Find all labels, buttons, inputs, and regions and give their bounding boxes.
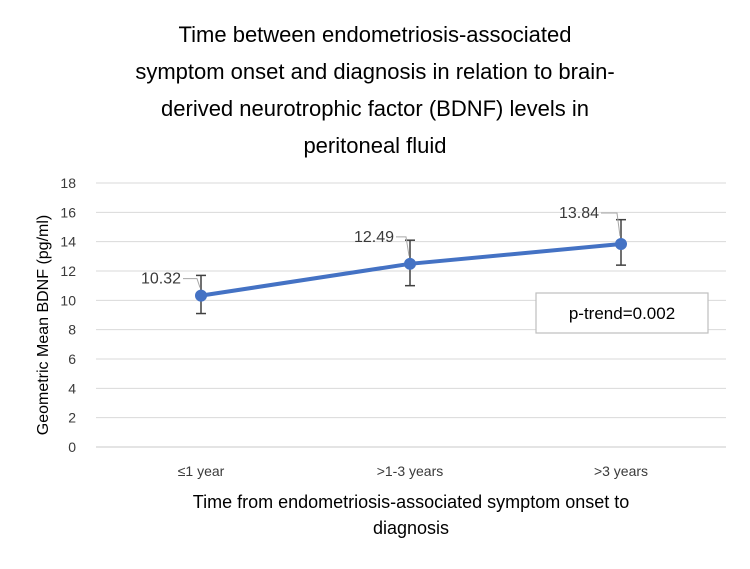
- y-axis-ticks: 0 2 4 6 8 10 12 14 16 18: [60, 175, 76, 455]
- data-label-text: 13.84: [559, 205, 599, 222]
- series-line: [199, 242, 623, 298]
- y-axis-title: Geometric Mean BDNF (pg/ml): [35, 215, 52, 436]
- chart-title: Time between endometriosis-associated sym…: [135, 22, 614, 158]
- y-axis-label: Geometric Mean BDNF (pg/ml): [35, 215, 52, 436]
- chart-title-line: peritoneal fluid: [303, 133, 446, 158]
- data-point: [615, 238, 627, 251]
- series-polyline: [199, 242, 623, 298]
- y-tick-label: 8: [68, 322, 76, 338]
- data-labels: 10.32 12.49 13.84: [141, 205, 621, 288]
- y-tick-label: 14: [60, 234, 76, 250]
- data-label: 13.84: [559, 205, 621, 237]
- data-label-leader: [183, 278, 201, 288]
- x-tick-label: ≤1 year: [178, 463, 225, 479]
- data-point: [195, 289, 207, 302]
- data-label-leader: [601, 212, 621, 237]
- x-axis-title-line: Time from endometriosis-associated sympt…: [193, 492, 630, 512]
- x-axis-title-line: diagnosis: [373, 518, 449, 538]
- y-tick-label: 0: [68, 439, 76, 455]
- p-trend-box: [535, 292, 709, 334]
- chart-title-line: derived neurotrophic factor (BDNF) level…: [161, 96, 589, 121]
- data-points: [195, 238, 627, 302]
- y-tick-label: 18: [60, 175, 76, 191]
- data-label-text: 10.32: [141, 271, 181, 288]
- data-label: 10.32: [141, 271, 201, 288]
- x-axis-label: Time from endometriosis-associated sympt…: [193, 492, 630, 538]
- data-point: [404, 257, 416, 270]
- p-trend-text: p-trend=0.002: [569, 304, 675, 323]
- y-tick-label: 12: [60, 263, 76, 279]
- data-label-text: 12.49: [354, 229, 394, 246]
- y-tick-label: 6: [68, 351, 76, 367]
- y-tick-label: 2: [68, 410, 76, 426]
- x-tick-label: >3 years: [594, 463, 648, 479]
- data-label: 12.49: [354, 229, 410, 256]
- x-axis-ticks: ≤1 year >1-3 years >3 years: [178, 463, 648, 479]
- y-tick-label: 16: [60, 204, 76, 220]
- chart-title-line: symptom onset and diagnosis in relation …: [135, 59, 614, 84]
- x-tick-label: >1-3 years: [377, 463, 444, 479]
- y-tick-label: 10: [60, 292, 76, 308]
- p-trend-annotation: p-trend=0.002: [535, 292, 709, 334]
- data-label-leader: [396, 236, 410, 256]
- chart-title-line: Time between endometriosis-associated: [179, 22, 572, 47]
- y-tick-label: 4: [68, 380, 76, 396]
